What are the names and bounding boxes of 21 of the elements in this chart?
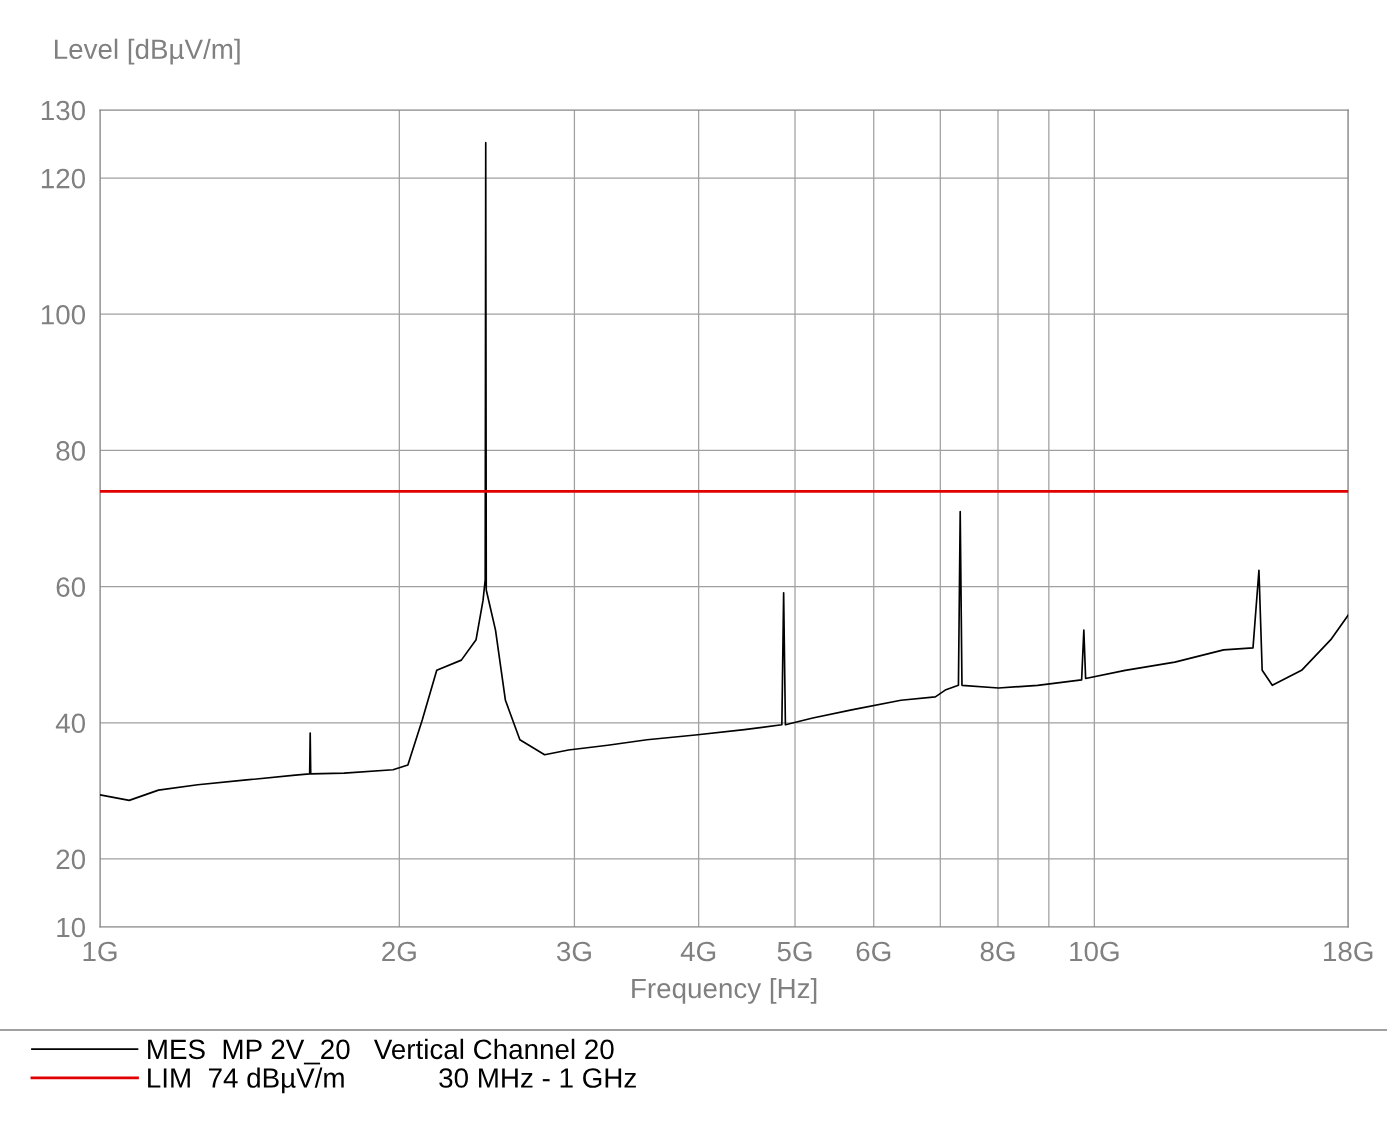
legend-label: LIM 74 dBµV/m 30 MHz - 1 GHz [148,1067,636,1094]
legend-label: MES MP 2V_20 Vertical Channel 20 [148,1038,614,1065]
x-tick-label: 18G [1324,941,1373,962]
x-tick-label: 10G [1070,941,1119,962]
x-tick-label: 4G [680,941,716,962]
x-tick-label: 2G [382,941,416,962]
y-tick-label: 60 [56,577,86,597]
y-tick-label: 130 [41,100,86,121]
x-tick-label: 5G [777,941,812,962]
y-tick-label: 100 [41,304,86,325]
y-tick-label: 20 [56,849,86,870]
x-tick-label: 3G [556,941,591,962]
x-tick-label: 6G [856,941,891,962]
y-axis-title: Level [dBµV/m] [54,38,240,65]
y-tick-label: 10 [57,917,86,938]
y-tick-label: 40 [55,713,86,734]
x-axis-title: Frequency [Hz] [632,977,817,1004]
x-tick-label: 1G [83,941,117,962]
x-tick-label: 8G [980,941,1015,962]
y-tick-label: 120 [41,168,86,189]
y-tick-label: 80 [56,441,86,461]
